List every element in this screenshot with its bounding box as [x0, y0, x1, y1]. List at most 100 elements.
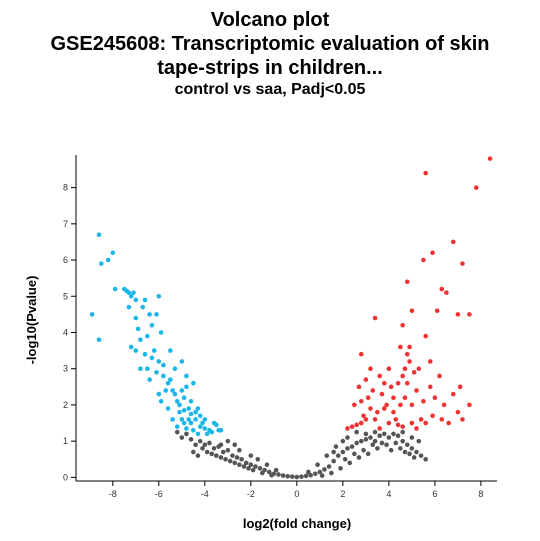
down-point: [149, 355, 155, 361]
ns-point: [174, 429, 180, 435]
up-point: [460, 261, 465, 266]
down-point: [191, 427, 196, 433]
y-tick-label: 1: [63, 436, 68, 446]
ns-point: [255, 456, 261, 462]
ns-point: [381, 431, 387, 437]
down-point: [193, 417, 198, 422]
up-point: [377, 426, 382, 431]
down-point: [147, 312, 152, 317]
ns-point: [395, 433, 401, 439]
up-point: [439, 286, 445, 292]
ns-point: [303, 473, 309, 479]
down-point: [154, 370, 159, 375]
ns-point: [329, 470, 334, 476]
down-point: [131, 290, 136, 295]
ns-point: [225, 438, 231, 444]
up-point: [391, 409, 396, 415]
down-point: [170, 417, 175, 422]
down-point: [138, 366, 143, 372]
up-point: [368, 366, 373, 372]
up-point: [377, 373, 382, 379]
axes-group: -8 -6 -4 -2 0 2 4 6 8 0 1 2 3 4 5 6 7 8: [63, 155, 497, 499]
down-point: [145, 333, 150, 339]
up-point: [356, 384, 362, 390]
ns-point: [375, 446, 380, 451]
down-point: [197, 413, 203, 419]
ns-point: [237, 462, 242, 468]
up-point: [473, 185, 479, 190]
down-point: [168, 348, 173, 353]
up-point: [400, 373, 405, 379]
ns-point: [372, 438, 378, 444]
down-point: [209, 429, 215, 435]
chart-title-line-3: tape-strips in children...: [157, 57, 383, 79]
ns-point: [416, 438, 422, 444]
down-point: [184, 373, 189, 379]
ns-point: [218, 442, 224, 448]
ns-point: [393, 440, 399, 446]
down-point: [181, 395, 187, 400]
y-tick-label: 6: [63, 255, 68, 265]
up-point: [450, 391, 456, 397]
down-point: [161, 373, 166, 379]
ns-point: [398, 446, 403, 451]
down-point: [133, 348, 139, 353]
up-point: [409, 402, 415, 408]
ns-point: [308, 472, 313, 478]
up-point: [404, 351, 410, 357]
up-point: [487, 156, 493, 161]
ns-point: [358, 438, 364, 444]
up-point: [467, 402, 472, 408]
x-tick-label: -6: [155, 489, 163, 499]
down-point: [149, 322, 155, 328]
down-point: [202, 426, 208, 431]
down-point: [174, 399, 180, 404]
up-point: [388, 384, 394, 390]
y-tick-label: 5: [63, 291, 68, 301]
up-point: [460, 417, 465, 422]
down-point: [168, 377, 173, 382]
up-point: [418, 417, 424, 422]
ns-point: [312, 471, 318, 477]
ns-point: [211, 446, 217, 451]
ns-point: [294, 474, 300, 480]
up-point: [372, 417, 378, 422]
y-tick-label: 3: [63, 364, 68, 374]
ns-point: [368, 435, 373, 440]
down-point: [156, 359, 162, 364]
down-point: [174, 424, 180, 429]
down-point: [218, 427, 224, 433]
ns-point: [253, 464, 258, 469]
ns-point: [423, 456, 428, 462]
ns-point: [223, 456, 228, 462]
down-point: [202, 417, 208, 422]
up-point: [414, 426, 419, 431]
ns-point: [363, 437, 369, 442]
up-point: [416, 366, 422, 372]
up-point: [372, 315, 378, 321]
y-tick-label: 2: [63, 400, 68, 410]
ns-point: [347, 460, 353, 466]
down-point: [142, 297, 148, 303]
ns-point: [234, 455, 240, 460]
ns-point: [246, 466, 251, 471]
down-point: [195, 406, 201, 411]
down-point: [179, 388, 185, 393]
x-tick-label: -2: [247, 489, 255, 499]
down-point: [186, 417, 192, 422]
ns-point: [331, 449, 336, 455]
ns-point: [363, 431, 369, 437]
down-point: [177, 402, 182, 408]
up-point: [384, 402, 389, 408]
up-point: [446, 420, 451, 426]
up-point: [365, 395, 371, 400]
up-point: [358, 351, 364, 357]
ns-point: [209, 451, 215, 457]
down-point: [151, 348, 157, 353]
up-point: [434, 308, 440, 314]
up-point: [386, 420, 392, 426]
ns-point: [227, 458, 233, 464]
up-point: [457, 384, 463, 390]
down-point: [165, 406, 171, 411]
down-point: [195, 431, 201, 437]
